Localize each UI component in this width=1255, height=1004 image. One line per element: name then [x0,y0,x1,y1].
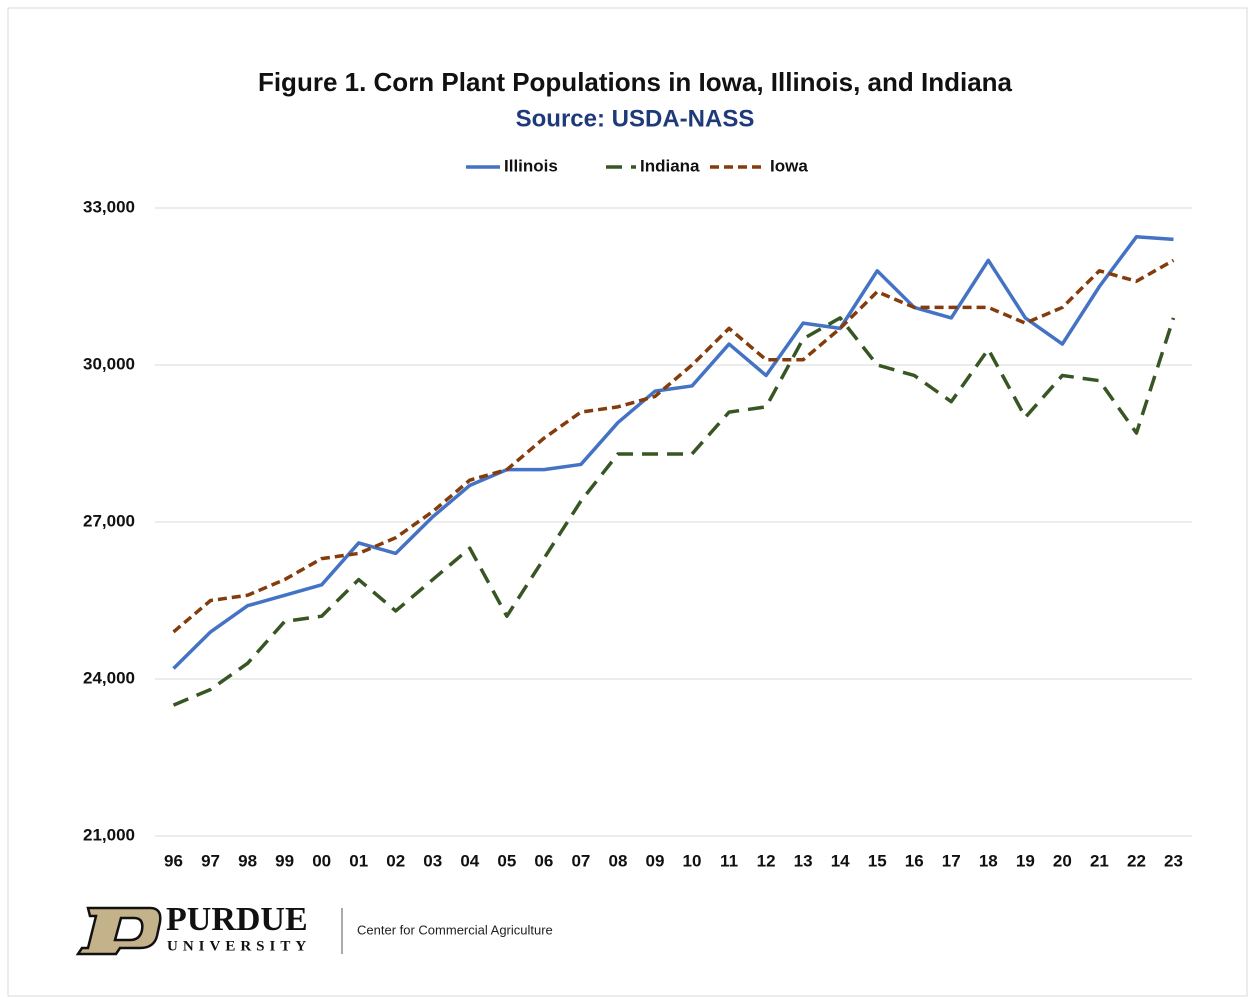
center-name: Center for Commercial Agriculture [357,922,553,937]
y-tick-label: 30,000 [83,354,135,373]
x-tick-label: 05 [497,851,516,870]
x-tick-label: 17 [942,851,961,870]
x-tick-label: 09 [646,851,665,870]
logo-name: PURDUE [166,901,308,938]
legend-label: Iowa [770,156,808,175]
logo-mark [75,906,162,956]
x-tick-label: 08 [608,851,627,870]
x-tick-label: 22 [1127,851,1146,870]
x-tick-label: 06 [534,851,553,870]
chart-title: Figure 1. Corn Plant Populations in Iowa… [258,67,1013,97]
x-tick-label: 20 [1053,851,1072,870]
x-tick-label: 01 [349,851,368,870]
x-tick-label: 97 [201,851,220,870]
y-tick-label: 27,000 [83,511,135,530]
x-tick-label: 13 [794,851,813,870]
x-tick-label: 12 [757,851,776,870]
x-tick-label: 98 [238,851,257,870]
x-tick-label: 19 [1016,851,1035,870]
x-tick-label: 07 [571,851,590,870]
x-tick-label: 02 [386,851,405,870]
legend-label: Illinois [504,156,558,175]
y-tick-label: 24,000 [83,668,135,687]
series-line [172,316,1176,707]
y-tick-label: 33,000 [83,197,135,216]
x-tick-label: 96 [164,851,183,870]
x-tick-label: 10 [683,851,702,870]
x-tick-label: 18 [979,851,998,870]
x-tick-label: 04 [460,851,479,870]
logo-sub: UNIVERSITY [167,938,311,954]
x-tick-label: 11 [720,851,738,870]
chart-subtitle: Source: USDA-NASS [516,105,755,132]
x-tick-label: 15 [868,851,887,870]
x-tick-label: 23 [1164,851,1183,870]
x-tick-label: 03 [423,851,442,870]
x-tick-label: 14 [831,851,850,870]
series-line [172,235,1174,670]
x-tick-label: 00 [312,851,331,870]
x-tick-label: 21 [1090,851,1109,870]
x-tick-label: 99 [275,851,294,870]
x-tick-label: 16 [905,851,924,870]
y-tick-label: 21,000 [83,825,135,844]
series-line [172,258,1175,634]
chart-frame [7,7,1248,997]
legend-label: Indiana [640,156,700,175]
